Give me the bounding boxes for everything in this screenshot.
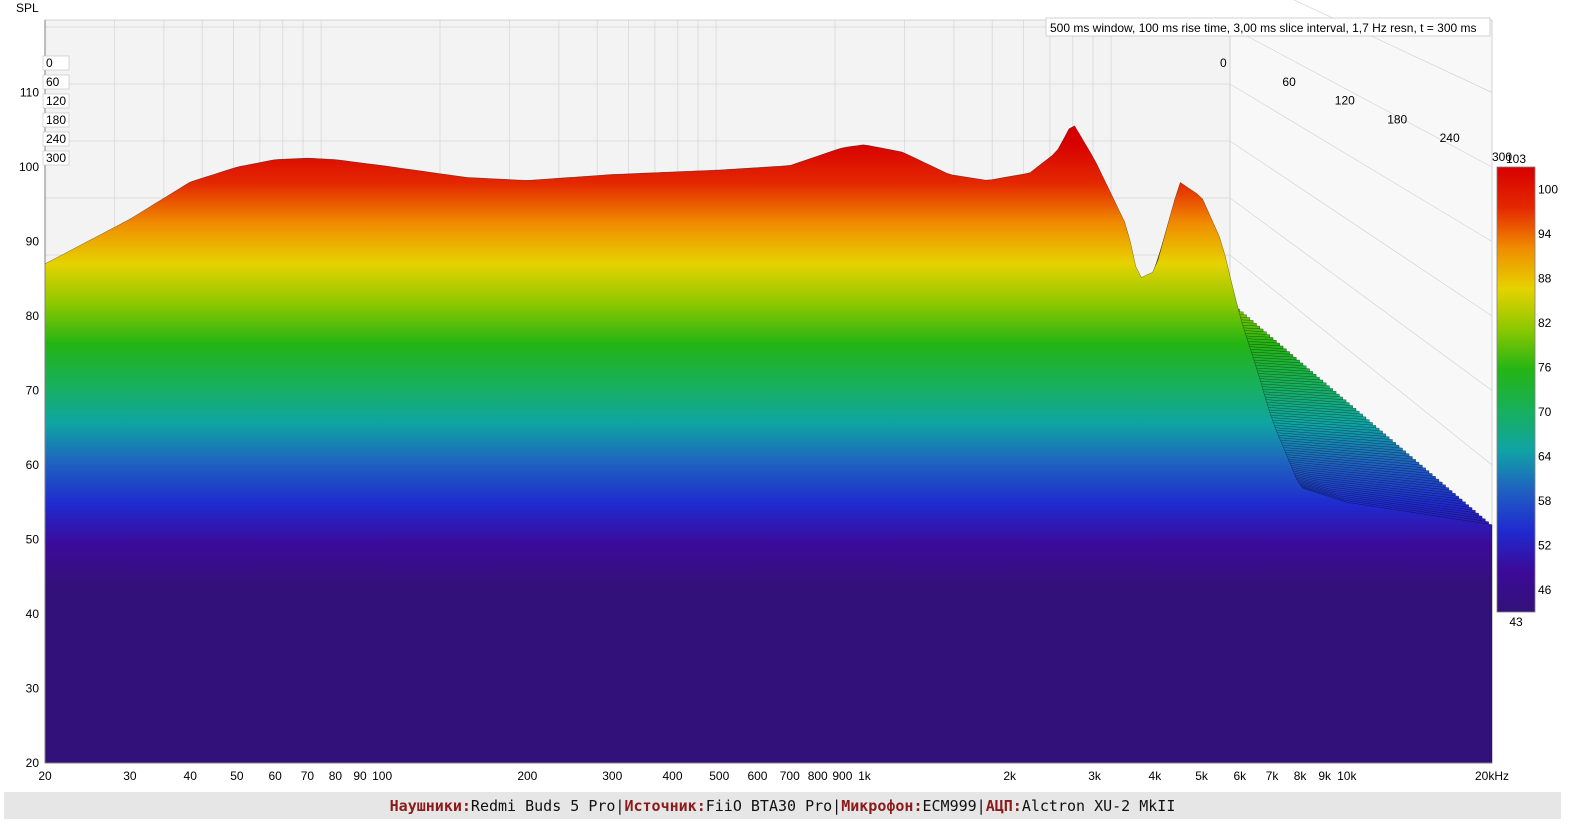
adc-value: Alctron XU-2 MkII	[1021, 796, 1176, 815]
time-tick-label: 0	[46, 56, 53, 70]
x-tick-label: 10k	[1337, 769, 1357, 783]
x-tick-label: 100	[372, 769, 392, 783]
color-scale-label: 103	[1506, 152, 1526, 166]
time-label-box	[42, 112, 70, 128]
time-label-box	[42, 93, 70, 109]
y-tick-label: 30	[26, 682, 40, 696]
color-scale-label: 52	[1538, 538, 1552, 552]
time-tick-label: 180	[46, 113, 66, 127]
x-tick-label: 70	[301, 769, 315, 783]
x-tick-label: 6k	[1233, 769, 1247, 783]
color-scale-label: 43	[1509, 615, 1523, 629]
x-tick-label: 60	[268, 769, 282, 783]
time-label-box	[42, 150, 70, 166]
x-tick-label: 90	[353, 769, 367, 783]
time-tick-label-right: 60	[1282, 75, 1296, 89]
time-tick-label-right: 300	[1492, 150, 1512, 164]
y-tick-label: 70	[26, 384, 40, 398]
y-tick-label: 40	[26, 607, 40, 621]
x-tick-label: 3k	[1088, 769, 1102, 783]
grid-line	[1229, 197, 1493, 391]
x-tick-label: 5k	[1195, 769, 1209, 783]
x-tick-label: 8k	[1294, 769, 1308, 783]
settings-text: 500 ms window, 100 ms rise time, 3,00 ms…	[1050, 21, 1477, 35]
source-label: Источник:	[624, 796, 706, 815]
settings-box: 500 ms window, 100 ms rise time, 3,00 ms…	[1045, 17, 1491, 37]
grid-line	[1229, 254, 1493, 466]
time-tick-label-right: 120	[1335, 94, 1355, 108]
color-scale-label: 76	[1538, 360, 1552, 374]
axes: 20 30 40 50 60 70 80 90 100 110 20 30 40 50 60 70 80 90 10…	[19, 20, 1512, 783]
time-tick-label: 300	[46, 151, 66, 165]
x-tick-label: 200	[517, 769, 537, 783]
headphones-label: Наушники:	[389, 796, 471, 815]
y-tick-label: 100	[19, 160, 39, 174]
waterfall-slice	[44, 125, 1493, 764]
y-axis-title: SPL	[16, 1, 39, 15]
headphones-value: Redmi Buds 5 Pro	[470, 796, 616, 815]
color-scale-label: 64	[1538, 449, 1552, 463]
color-scale-label: 82	[1538, 316, 1552, 330]
x-tick-label: 700	[780, 769, 800, 783]
x-tick-label: 30	[123, 769, 137, 783]
x-tick-label: 20	[38, 769, 52, 783]
color-scale-label: 58	[1538, 494, 1552, 508]
x-tick-label: 500	[709, 769, 729, 783]
color-scale-legend: 103 100 94 88 82 76 70 64 58 52 46 43	[1496, 152, 1558, 629]
time-tick-label: 240	[46, 132, 66, 146]
y-tick-label: 80	[26, 309, 40, 323]
grid-line	[1229, 83, 1493, 242]
y-tick-label: 90	[26, 235, 40, 249]
x-tick-label: 50	[230, 769, 244, 783]
time-label-box	[42, 55, 70, 71]
color-scale-label: 100	[1538, 182, 1558, 196]
y-tick-label: 60	[26, 458, 40, 472]
x-tick-label: 900	[832, 769, 852, 783]
x-tick-label: 1k	[858, 769, 872, 783]
grid-line	[1229, 140, 1493, 317]
mic-label: Микрофон:	[841, 796, 923, 815]
x-tick-label: 2k	[1003, 769, 1017, 783]
grid-line	[1229, 26, 1493, 168]
time-tick-label-right: 240	[1440, 131, 1460, 145]
x-tick-label: 4k	[1149, 769, 1163, 783]
footer-info-bar: Наушники: Redmi Buds 5 Pro | Источник: F…	[4, 792, 1561, 819]
color-scale-label: 94	[1538, 227, 1552, 241]
source-value: FiiO BTA30 Pro	[705, 796, 833, 815]
y-tick-label: 50	[26, 533, 40, 547]
x-tick-label: 800	[808, 769, 828, 783]
time-label-box	[42, 74, 70, 90]
x-tick-label: 600	[747, 769, 767, 783]
x-tick-label: 20kHz	[1475, 769, 1509, 783]
separator: |	[976, 796, 986, 815]
x-tick-label: 80	[329, 769, 343, 783]
separator: |	[832, 796, 842, 815]
color-scale-label: 70	[1538, 405, 1552, 419]
waterfall-chart: 20 30 40 50 60 70 80 90 100 110 20 30 40 50 60 70 80 90 10…	[16, 0, 1558, 783]
y-tick-label: 110	[20, 86, 39, 100]
color-bar	[1496, 166, 1536, 613]
time-tick-label: 120	[46, 94, 66, 108]
adc-label: АЦП:	[985, 796, 1022, 815]
x-tick-label: 400	[663, 769, 683, 783]
color-scale-label: 88	[1538, 271, 1552, 285]
time-tick-label-right: 0	[1220, 56, 1227, 70]
time-tick-label-right: 180	[1387, 112, 1407, 126]
x-tick-label: 7k	[1266, 769, 1280, 783]
time-label-box	[42, 131, 70, 147]
x-tick-label: 40	[184, 769, 198, 783]
separator: |	[615, 796, 625, 815]
time-tick-label: 60	[46, 75, 60, 89]
x-tick-label: 9k	[1318, 769, 1332, 783]
y-tick-label: 20	[26, 756, 40, 770]
mic-value: ECM999	[922, 796, 977, 815]
waterfall-surface	[44, 125, 1493, 764]
color-scale-label: 46	[1538, 583, 1552, 597]
x-tick-label: 300	[602, 769, 622, 783]
